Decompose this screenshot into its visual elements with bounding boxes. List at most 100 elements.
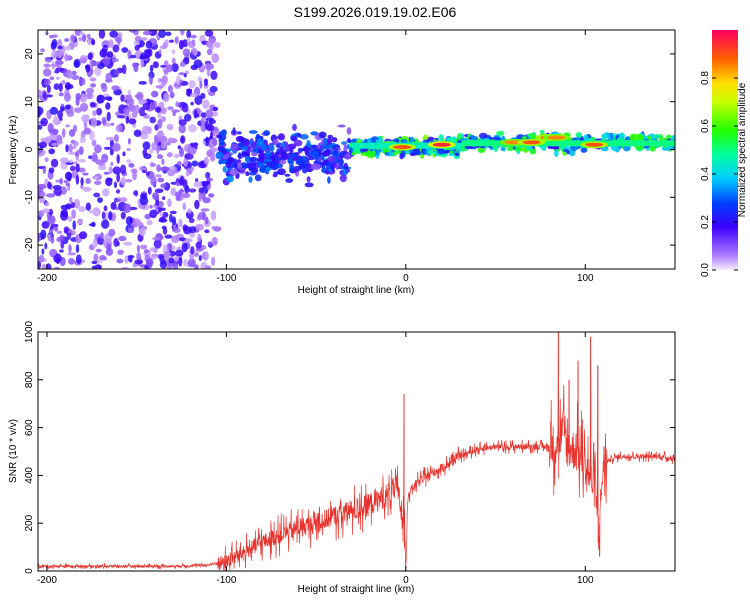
snr-ytick-label: 800 bbox=[24, 371, 35, 388]
spectrogram-blob bbox=[123, 241, 133, 246]
spectrogram-blob bbox=[117, 249, 124, 255]
spectrogram-band-cell bbox=[625, 140, 628, 147]
spectrogram-blob bbox=[339, 170, 343, 175]
spectrogram-band-cell bbox=[548, 140, 551, 147]
spectrogram-band-cell bbox=[576, 140, 579, 147]
spectrogram-blob bbox=[91, 39, 96, 46]
spectrogram-band-cell bbox=[657, 140, 661, 147]
spectrogram-blob bbox=[50, 226, 54, 230]
spectrogram-blob bbox=[183, 157, 188, 168]
spectrogram-blob bbox=[311, 144, 317, 149]
spectrogram-blob bbox=[152, 237, 161, 241]
spectrogram-blob bbox=[40, 137, 50, 142]
spectrogram-band-cell bbox=[455, 142, 458, 149]
spectrogram-blob bbox=[47, 181, 52, 189]
spectrogram-blob bbox=[272, 173, 278, 178]
spectrogram-blob bbox=[60, 157, 69, 164]
spectrogram-blob bbox=[160, 64, 167, 68]
spectrogram-blob bbox=[337, 124, 346, 128]
spectrogram-blob bbox=[97, 197, 103, 204]
spectrogram-blob bbox=[86, 33, 91, 39]
spectrogram-blob bbox=[55, 179, 60, 183]
spectrogram-blob bbox=[271, 160, 278, 168]
snr-ytick-label: 1000 bbox=[24, 320, 35, 343]
spectrogram-blob bbox=[120, 164, 127, 175]
spectrogram-blob bbox=[204, 265, 212, 269]
spectrogram-blob bbox=[629, 133, 638, 142]
spectrogram-blob bbox=[176, 75, 181, 86]
spectrogram-band-cell bbox=[492, 140, 495, 147]
spectrogram-blob bbox=[104, 211, 108, 221]
spectrogram-blob bbox=[72, 220, 76, 231]
spectrogram-blob bbox=[115, 36, 123, 44]
spectrogram-blob bbox=[139, 107, 145, 117]
spectrogram-blob bbox=[77, 159, 87, 163]
spectrogram-blob bbox=[140, 37, 148, 41]
spectrogram-blob bbox=[324, 149, 331, 154]
spectrogram-blob bbox=[90, 83, 97, 88]
spectrogram-blob bbox=[47, 233, 51, 242]
spectrogram-blob bbox=[184, 153, 194, 160]
spectrogram-band-cell bbox=[416, 142, 419, 149]
spectrogram-blob bbox=[166, 64, 173, 73]
spectrogram-blob bbox=[213, 42, 221, 48]
spectrogram-blob bbox=[155, 85, 164, 89]
spectrogram-blob bbox=[57, 110, 63, 119]
spectrogram-band-cell bbox=[476, 140, 480, 147]
snr-xtick-label: -100 bbox=[216, 575, 236, 586]
spectrogram-ytick-label: 20 bbox=[24, 48, 35, 60]
spectrogram-blob bbox=[161, 158, 165, 165]
spectrogram-band-cell bbox=[414, 142, 417, 149]
spectrogram-blob bbox=[284, 173, 291, 177]
spectrogram-band-cell bbox=[373, 142, 376, 149]
spectrogram-blob bbox=[41, 248, 45, 255]
spectrogram-blob bbox=[159, 212, 164, 217]
spectrogram-blob bbox=[578, 133, 582, 139]
spectrogram-blob bbox=[149, 74, 153, 85]
spectrogram-blob bbox=[331, 137, 338, 143]
spectrogram-band-cell bbox=[554, 140, 557, 147]
spectrogram-band-cell bbox=[642, 140, 646, 147]
spectrogram-band-cell bbox=[384, 142, 387, 149]
spectrogram-blob bbox=[178, 72, 185, 76]
spectrogram-blob bbox=[478, 132, 488, 139]
spectrogram-peak bbox=[393, 145, 412, 150]
spectrogram-band-cell bbox=[608, 140, 611, 147]
spectrogram-blob bbox=[61, 209, 68, 218]
spectrogram-band-cell bbox=[668, 140, 671, 147]
spectrogram-blob bbox=[209, 193, 215, 198]
spectrogram-blob bbox=[62, 128, 66, 138]
spectrogram-blob bbox=[456, 133, 463, 141]
spectrogram-blob bbox=[285, 178, 294, 183]
spectrogram-blob bbox=[145, 171, 150, 176]
spectrogram-blob bbox=[90, 117, 98, 128]
spectrogram-blob bbox=[136, 252, 142, 261]
spectrogram-band-cell bbox=[464, 140, 467, 147]
spectrogram-blob bbox=[101, 219, 110, 229]
spectrogram-blob bbox=[287, 143, 297, 149]
spectrogram-blob bbox=[248, 156, 258, 163]
spectrogram-blob bbox=[167, 169, 176, 177]
spectrogram-blob bbox=[116, 258, 124, 264]
spectrogram-blob bbox=[194, 199, 200, 210]
spectrogram-blob bbox=[666, 134, 672, 140]
spectrogram-blob bbox=[216, 134, 222, 139]
spectrogram-band-cell bbox=[666, 140, 669, 147]
spectrogram-blob bbox=[245, 171, 250, 177]
spectrogram-blob bbox=[68, 159, 73, 163]
spectrogram-band-cell bbox=[483, 140, 486, 147]
spectrogram-ylabel: Frequency (Hz) bbox=[8, 116, 19, 185]
spectrogram-band-cell bbox=[623, 140, 626, 147]
spectrogram-blob bbox=[115, 111, 121, 117]
spectrogram-band-cell bbox=[655, 140, 658, 147]
spectrogram-blob bbox=[554, 149, 559, 157]
spectrogram-blob bbox=[71, 209, 76, 219]
spectrogram-blob bbox=[193, 109, 198, 119]
spectrogram-band-cell bbox=[461, 140, 465, 147]
colorbar-tick-label: 0.4 bbox=[700, 167, 711, 181]
spectrogram-blob bbox=[106, 243, 112, 252]
spectrogram-blob bbox=[108, 228, 116, 237]
